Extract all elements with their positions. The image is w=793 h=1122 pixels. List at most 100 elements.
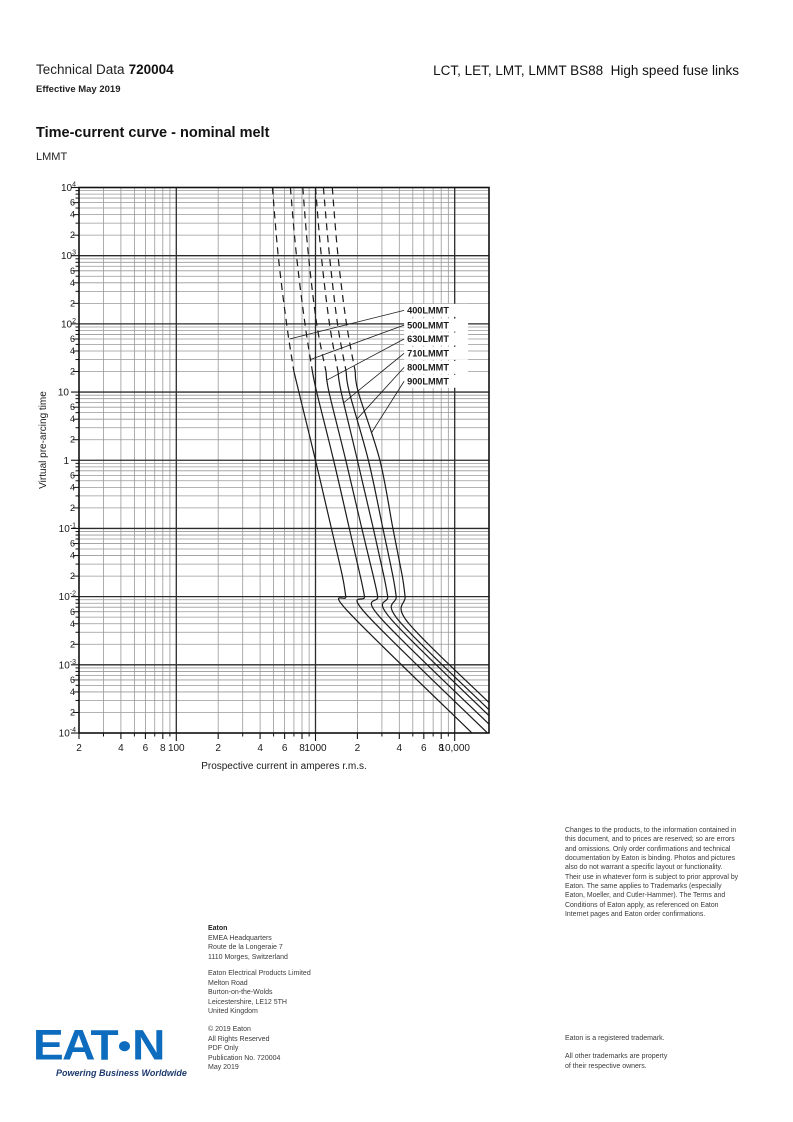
address-uk-line: Burton-on-the-Wolds [208, 989, 273, 996]
y-minor-tick-label: 2 [70, 230, 75, 240]
curve-710LMMT [337, 371, 489, 717]
doc-type-label: Technical Data [36, 62, 125, 77]
minor-grid [79, 187, 489, 733]
doc-number: 720004 [128, 62, 174, 77]
x-tick-label: 8 [160, 743, 166, 754]
x-tick-label: 4 [118, 743, 124, 754]
curve-label-500LMMT: 500LMMT [407, 320, 449, 330]
x-tick-label: 6 [282, 743, 288, 754]
curve-630LMMT-dashed [302, 187, 327, 372]
product-title: LCT, LET, LMT, LMMT BS88 High speed fuse… [433, 63, 739, 78]
address-hq-line: Route de la Longeraie 7 [208, 944, 283, 951]
eaton-logo-dot-icon [119, 1041, 131, 1052]
copyright-block-line: © 2019 Eaton [208, 1026, 251, 1033]
x-tick-label: 6 [143, 743, 149, 754]
address-uk-line: Melton Road [208, 979, 248, 987]
address-uk-line: Eaton Electrical Products Limited [208, 970, 311, 977]
x-tick-label: 4 [397, 743, 403, 754]
y-tick-labels: 10410310210110-110-210-310-4642642642642… [58, 182, 76, 740]
x-axis-title: Prospective current in amperes r.m.s. [201, 761, 367, 772]
address-uk: Eaton Electrical Products Limited Melton … [208, 969, 311, 1017]
leader-line-500LMMT [310, 324, 405, 360]
x-tick-label: 2 [76, 743, 82, 754]
curve-label-900LMMT: 900LMMT [407, 376, 449, 386]
x-tick-label: 1000 [304, 743, 327, 754]
y-tick-label: 10 [58, 388, 70, 399]
y-minor-tick-label: 2 [70, 639, 75, 649]
curve-500LMMT-dashed [289, 187, 313, 372]
y-minor-tick-label: 6 [70, 402, 75, 412]
eaton-logo-text-left: EAT [33, 1020, 119, 1069]
leader-line-900LMMT [370, 381, 405, 434]
x-tick-label: 100 [168, 743, 185, 754]
y-minor-tick-label: 2 [70, 367, 75, 377]
y-minor-tick-label: 6 [70, 675, 75, 685]
x-tick-labels: 2 4 6 8 100 2 4 6 8 1000 2 4 6 810,000 [76, 743, 470, 754]
effective-date: Effective May 2019 [36, 84, 121, 95]
y-minor-tick-label: 4 [70, 687, 75, 697]
legal-text: Changes to the products, to the informat… [565, 827, 739, 919]
y-tick-label: 10-2 [59, 591, 76, 604]
eaton-logo-text-right: N [132, 1020, 165, 1069]
copyright-block-line: All Rights Reserved [208, 1035, 270, 1043]
y-minor-tick-label: 6 [70, 266, 75, 276]
address-uk-line: Leicestershire, LE12 5TH [208, 998, 287, 1006]
y-tick-label: 102 [61, 318, 76, 331]
y-minor-tick-label: 4 [70, 210, 75, 220]
other-trademarks-note: All other trademarks are property of thei… [565, 1052, 667, 1071]
leader-line-800LMMT [356, 367, 405, 420]
curve-500LMMT [311, 371, 488, 733]
x-tick-label: 6 [421, 743, 427, 754]
address-hq: Eaton EMEA Headquarters Route de la Longer… [208, 924, 288, 962]
leader-line-630LMMT [326, 338, 405, 381]
y-tick-label: 10-3 [59, 659, 76, 672]
x-tick-label: 10,000 [439, 743, 470, 754]
registered-trademark-note: Eaton is a registered trademark. [565, 1035, 665, 1042]
y-minor-tick-label: 6 [70, 334, 75, 344]
curve-900LMMT [354, 371, 489, 703]
y-tick-label: 104 [61, 182, 76, 195]
curve-label-boxes [404, 303, 469, 388]
curve-label-400LMMT: 400LMMT [407, 306, 449, 316]
y-minor-tick-label: 2 [70, 435, 75, 445]
eaton-tagline: Powering Business Worldwide [56, 1068, 187, 1078]
section-title: Time-current curve - nominal melt [36, 125, 270, 141]
curve-400LMMT-dashed [271, 187, 295, 372]
y-minor-tick-label: 4 [70, 619, 75, 629]
other-trademarks-note-line: All other trademarks are property [565, 1053, 668, 1060]
major-grid [79, 187, 489, 733]
leader-line-400LMMT [289, 309, 405, 340]
address-hq-line: EMEA Headquarters [208, 934, 272, 942]
address-uk-line: United Kingdom [208, 1008, 258, 1015]
leader-line-710LMMT [343, 353, 405, 403]
y-minor-tick-label: 2 [70, 298, 75, 308]
plot-border [78, 186, 490, 734]
doc-header: Technical Data 720004 [36, 62, 174, 77]
y-tick-label: 10-1 [59, 522, 76, 535]
y-minor-tick-label: 2 [70, 707, 75, 717]
curve-400LMMT [293, 371, 473, 733]
fuse-curves [271, 187, 489, 733]
axis-ticks [71, 186, 456, 741]
y-minor-tick-label: 4 [70, 482, 75, 492]
curve-label-800LMMT: 800LMMT [407, 363, 449, 373]
y-minor-tick-label: 6 [70, 198, 75, 208]
copyright-block-line: Publication No. 720004 [208, 1054, 281, 1062]
eaton-logo: EAT N [33, 1020, 165, 1070]
curve-label-710LMMT: 710LMMT [407, 349, 449, 359]
fuse-family-label: LMMT [36, 151, 68, 163]
other-trademarks-note-line: of their respective owners. [565, 1062, 647, 1070]
curve-900LMMT-dashed [331, 187, 356, 372]
y-axis-title: Virtual pre-arcing time [38, 391, 49, 489]
y-minor-tick-label: 6 [70, 470, 75, 480]
y-minor-tick-label: 2 [70, 571, 75, 581]
curve-annotations: 400LMMT 500LMMT 630LMMT 710LMMT 800LMMT 900LM… [289, 306, 449, 434]
y-tick-label: 1 [63, 456, 69, 467]
y-minor-tick-label: 6 [70, 539, 75, 549]
y-minor-tick-label: 4 [70, 278, 75, 288]
address-hq-line: 1110 Morges, Switzerland [208, 953, 288, 961]
curve-710LMMT-dashed [314, 187, 339, 372]
y-minor-tick-label: 4 [70, 551, 75, 561]
copyright-block-line: PDF Only [208, 1045, 239, 1052]
